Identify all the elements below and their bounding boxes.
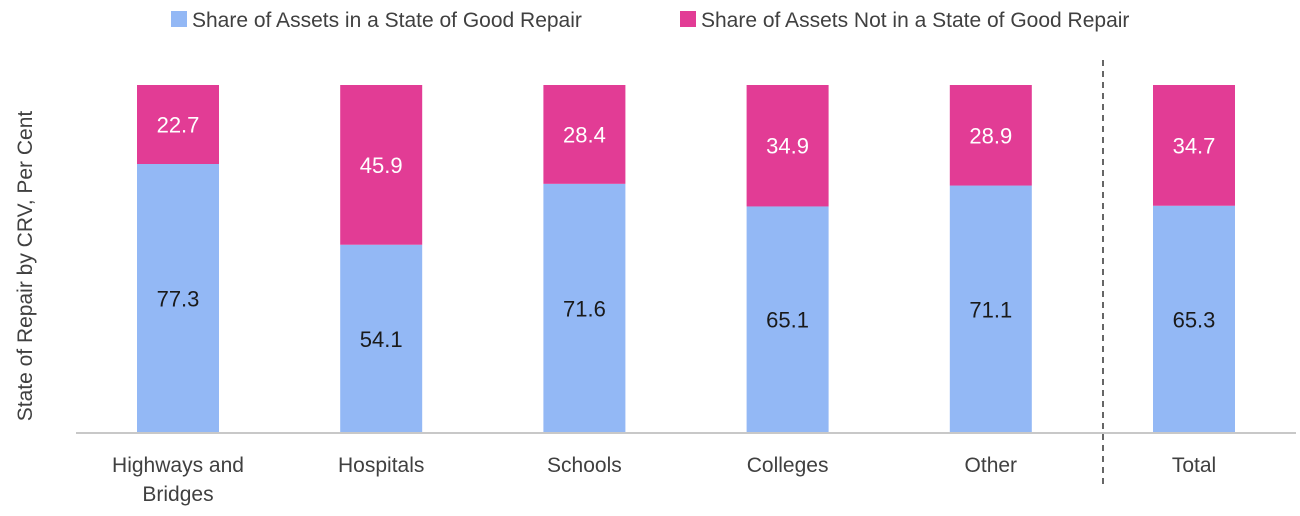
data-label-other-not-good-repair: 28.9 [969, 123, 1012, 148]
data-label-highways-and-bridges-good-repair: 77.3 [157, 286, 200, 311]
data-label-schools-not-good-repair: 28.4 [563, 122, 606, 147]
x-tick-label-line: Schools [547, 454, 622, 477]
bars [137, 85, 1235, 433]
x-tick-label-line: Other [965, 454, 1018, 477]
legend-swatch-good-repair [171, 11, 187, 27]
data-label-schools-good-repair: 71.6 [563, 296, 606, 321]
bar-hospitals-good-repair [340, 244, 423, 433]
x-tick-label-line: Total [1172, 454, 1216, 477]
bar-other-not-good-repair [949, 85, 1032, 186]
x-tick-label-colleges: Colleges [747, 454, 829, 477]
x-tick-label-other: Other [965, 454, 1018, 477]
x-tick-label-highways-and-bridges: Highways and Bridges [112, 454, 244, 506]
x-tick-label-total: Total [1172, 454, 1216, 477]
bar-highways-and-bridges-good-repair [137, 163, 219, 433]
legend-label-not-good-repair: Share of Assets Not in a State of Good R… [701, 9, 1129, 32]
data-label-other-good-repair: 71.1 [969, 297, 1012, 322]
data-label-colleges-good-repair: 65.1 [766, 308, 809, 333]
y-axis-label: State of Repair by CRV, Per Cent [14, 111, 37, 422]
x-tick-label-line: Colleges [747, 454, 829, 477]
data-label-colleges-not-good-repair: 34.9 [766, 134, 809, 159]
bar-other-good-repair [949, 185, 1032, 433]
data-label-highways-and-bridges-not-good-repair: 22.7 [157, 112, 200, 137]
x-tick-label-schools: Schools [547, 454, 622, 477]
legend-swatch-not-good-repair [680, 11, 696, 27]
data-label-total-good-repair: 65.3 [1173, 307, 1216, 332]
x-tick-label-line: Bridges [142, 483, 213, 506]
x-axis-tick-labels: Highways and Bridges Hospitals Schools Colle… [112, 454, 1216, 506]
bar-colleges-not-good-repair [746, 85, 829, 207]
bar-hospitals-not-good-repair [340, 85, 423, 245]
bar-schools-good-repair [543, 183, 626, 433]
data-label-total-not-good-repair: 34.7 [1173, 133, 1216, 158]
data-label-hospitals-not-good-repair: 45.9 [360, 153, 403, 178]
legend-label-good-repair: Share of Assets in a State of Good Repai… [192, 9, 582, 32]
bar-total-not-good-repair [1153, 85, 1235, 206]
x-tick-label-line: Highways and [112, 454, 244, 477]
bar-schools-not-good-repair [543, 85, 626, 184]
x-tick-label-line: Hospitals [338, 454, 424, 477]
bar-colleges-good-repair [746, 206, 829, 433]
bar-total-good-repair [1153, 205, 1235, 433]
bar-labels: 77.3 22.7 54.1 45.9 71.6 28.4 65.1 34.9 71.1 28.9… [157, 112, 1216, 351]
bar-highways-and-bridges-not-good-repair [137, 85, 219, 164]
x-tick-label-hospitals: Hospitals [338, 454, 424, 477]
data-label-hospitals-good-repair: 54.1 [360, 327, 403, 352]
legend: Share of Assets in a State of Good Repai… [171, 9, 1129, 32]
